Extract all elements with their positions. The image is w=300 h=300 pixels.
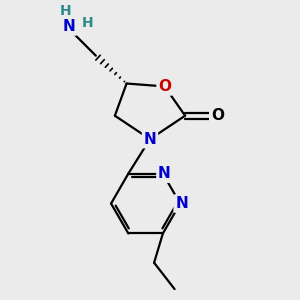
Text: N: N bbox=[158, 166, 171, 181]
Text: N: N bbox=[63, 19, 76, 34]
Text: O: O bbox=[211, 108, 224, 123]
Text: O: O bbox=[158, 79, 171, 94]
Text: H: H bbox=[82, 16, 94, 31]
Text: N: N bbox=[175, 196, 188, 211]
Text: N: N bbox=[144, 132, 156, 147]
Text: H: H bbox=[59, 4, 71, 18]
